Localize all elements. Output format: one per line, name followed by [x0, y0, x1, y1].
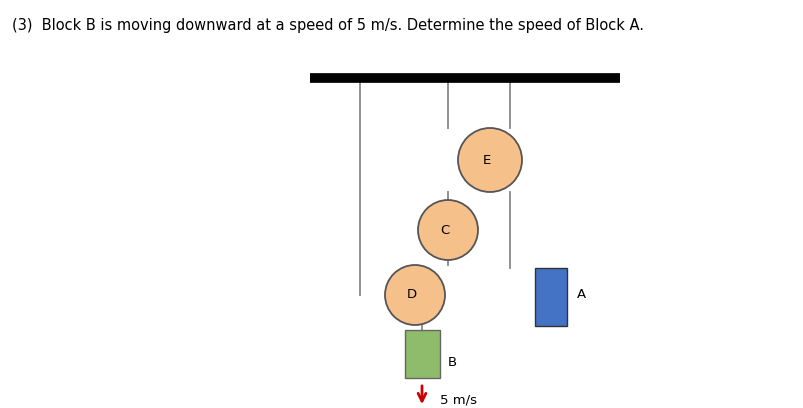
Text: A: A	[577, 288, 585, 302]
Text: (3)  Block B is moving downward at a speed of 5 m/s. Determine the speed of Bloc: (3) Block B is moving downward at a spee…	[12, 18, 643, 33]
Bar	[405, 330, 439, 378]
Text: D: D	[406, 288, 417, 302]
Bar	[534, 268, 566, 326]
Text: E: E	[483, 153, 491, 166]
Circle shape	[418, 200, 478, 260]
Circle shape	[458, 128, 521, 192]
Text: 5 m/s: 5 m/s	[439, 393, 476, 406]
Text: C: C	[440, 224, 449, 237]
Circle shape	[385, 265, 444, 325]
Text: B: B	[447, 356, 457, 369]
